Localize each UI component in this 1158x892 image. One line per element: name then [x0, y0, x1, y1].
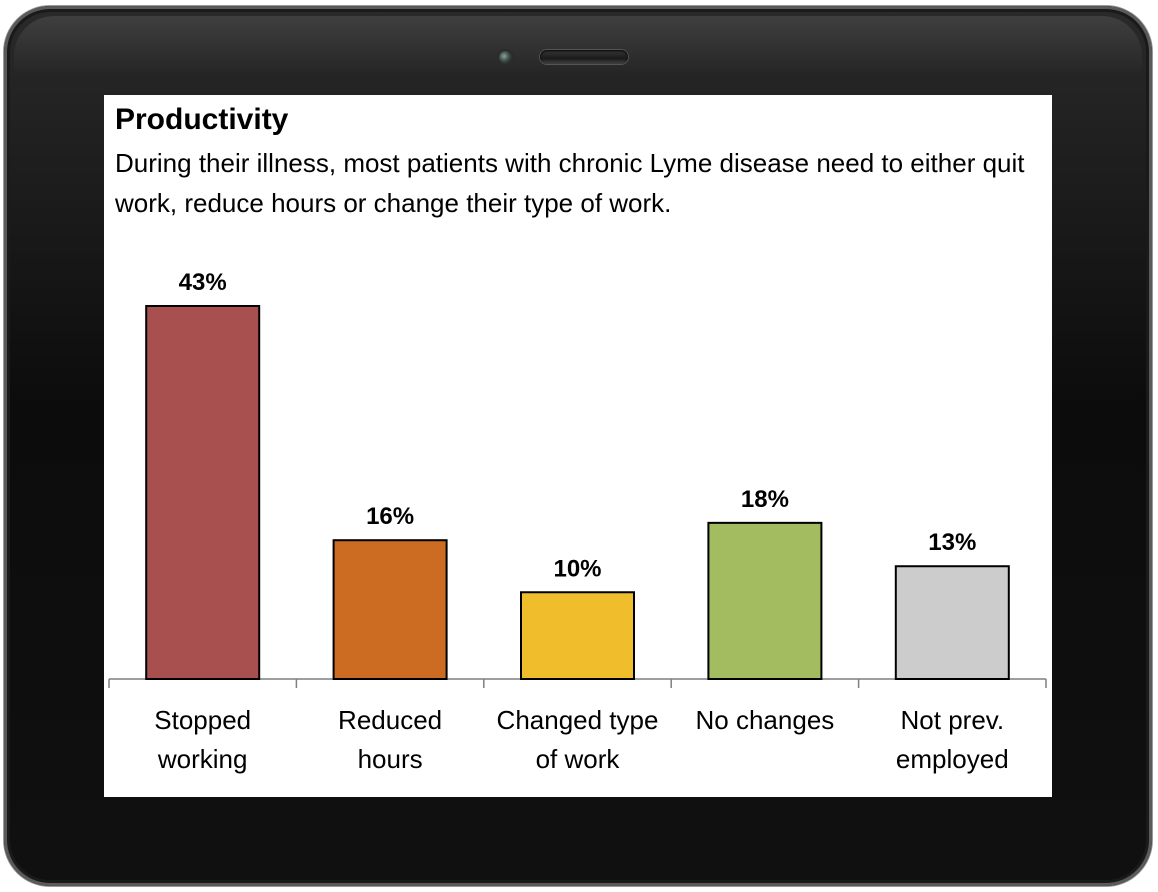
category-label: Reduced hours	[338, 705, 442, 774]
camera-icon	[499, 51, 512, 64]
tablet-gloss	[14, 16, 1142, 76]
category-label: Changed type of work	[497, 705, 659, 774]
category-label: Not prev. employed	[896, 705, 1009, 774]
data-label: 18%	[741, 486, 789, 513]
category-label: No changes	[696, 705, 835, 735]
category-label: Stopped working	[154, 705, 251, 774]
chart-subtitle: During their illness, most patients with…	[115, 148, 1025, 218]
bar	[520, 591, 635, 681]
speaker-grille	[540, 50, 628, 64]
data-label: 43%	[179, 269, 227, 296]
data-label: 16%	[366, 503, 414, 530]
bar	[707, 521, 823, 681]
data-label: 13%	[928, 529, 976, 556]
tablet-screen: Productivity During their illness, most …	[104, 95, 1052, 797]
bar	[332, 539, 448, 680]
data-label: 10%	[553, 555, 601, 582]
bar	[145, 305, 261, 680]
bar-chart: 43% Stopped working 16% Reduced hours 10% Chang…	[108, 269, 1047, 774]
bar	[894, 565, 1010, 680]
chart-title: Productivity	[115, 103, 289, 136]
